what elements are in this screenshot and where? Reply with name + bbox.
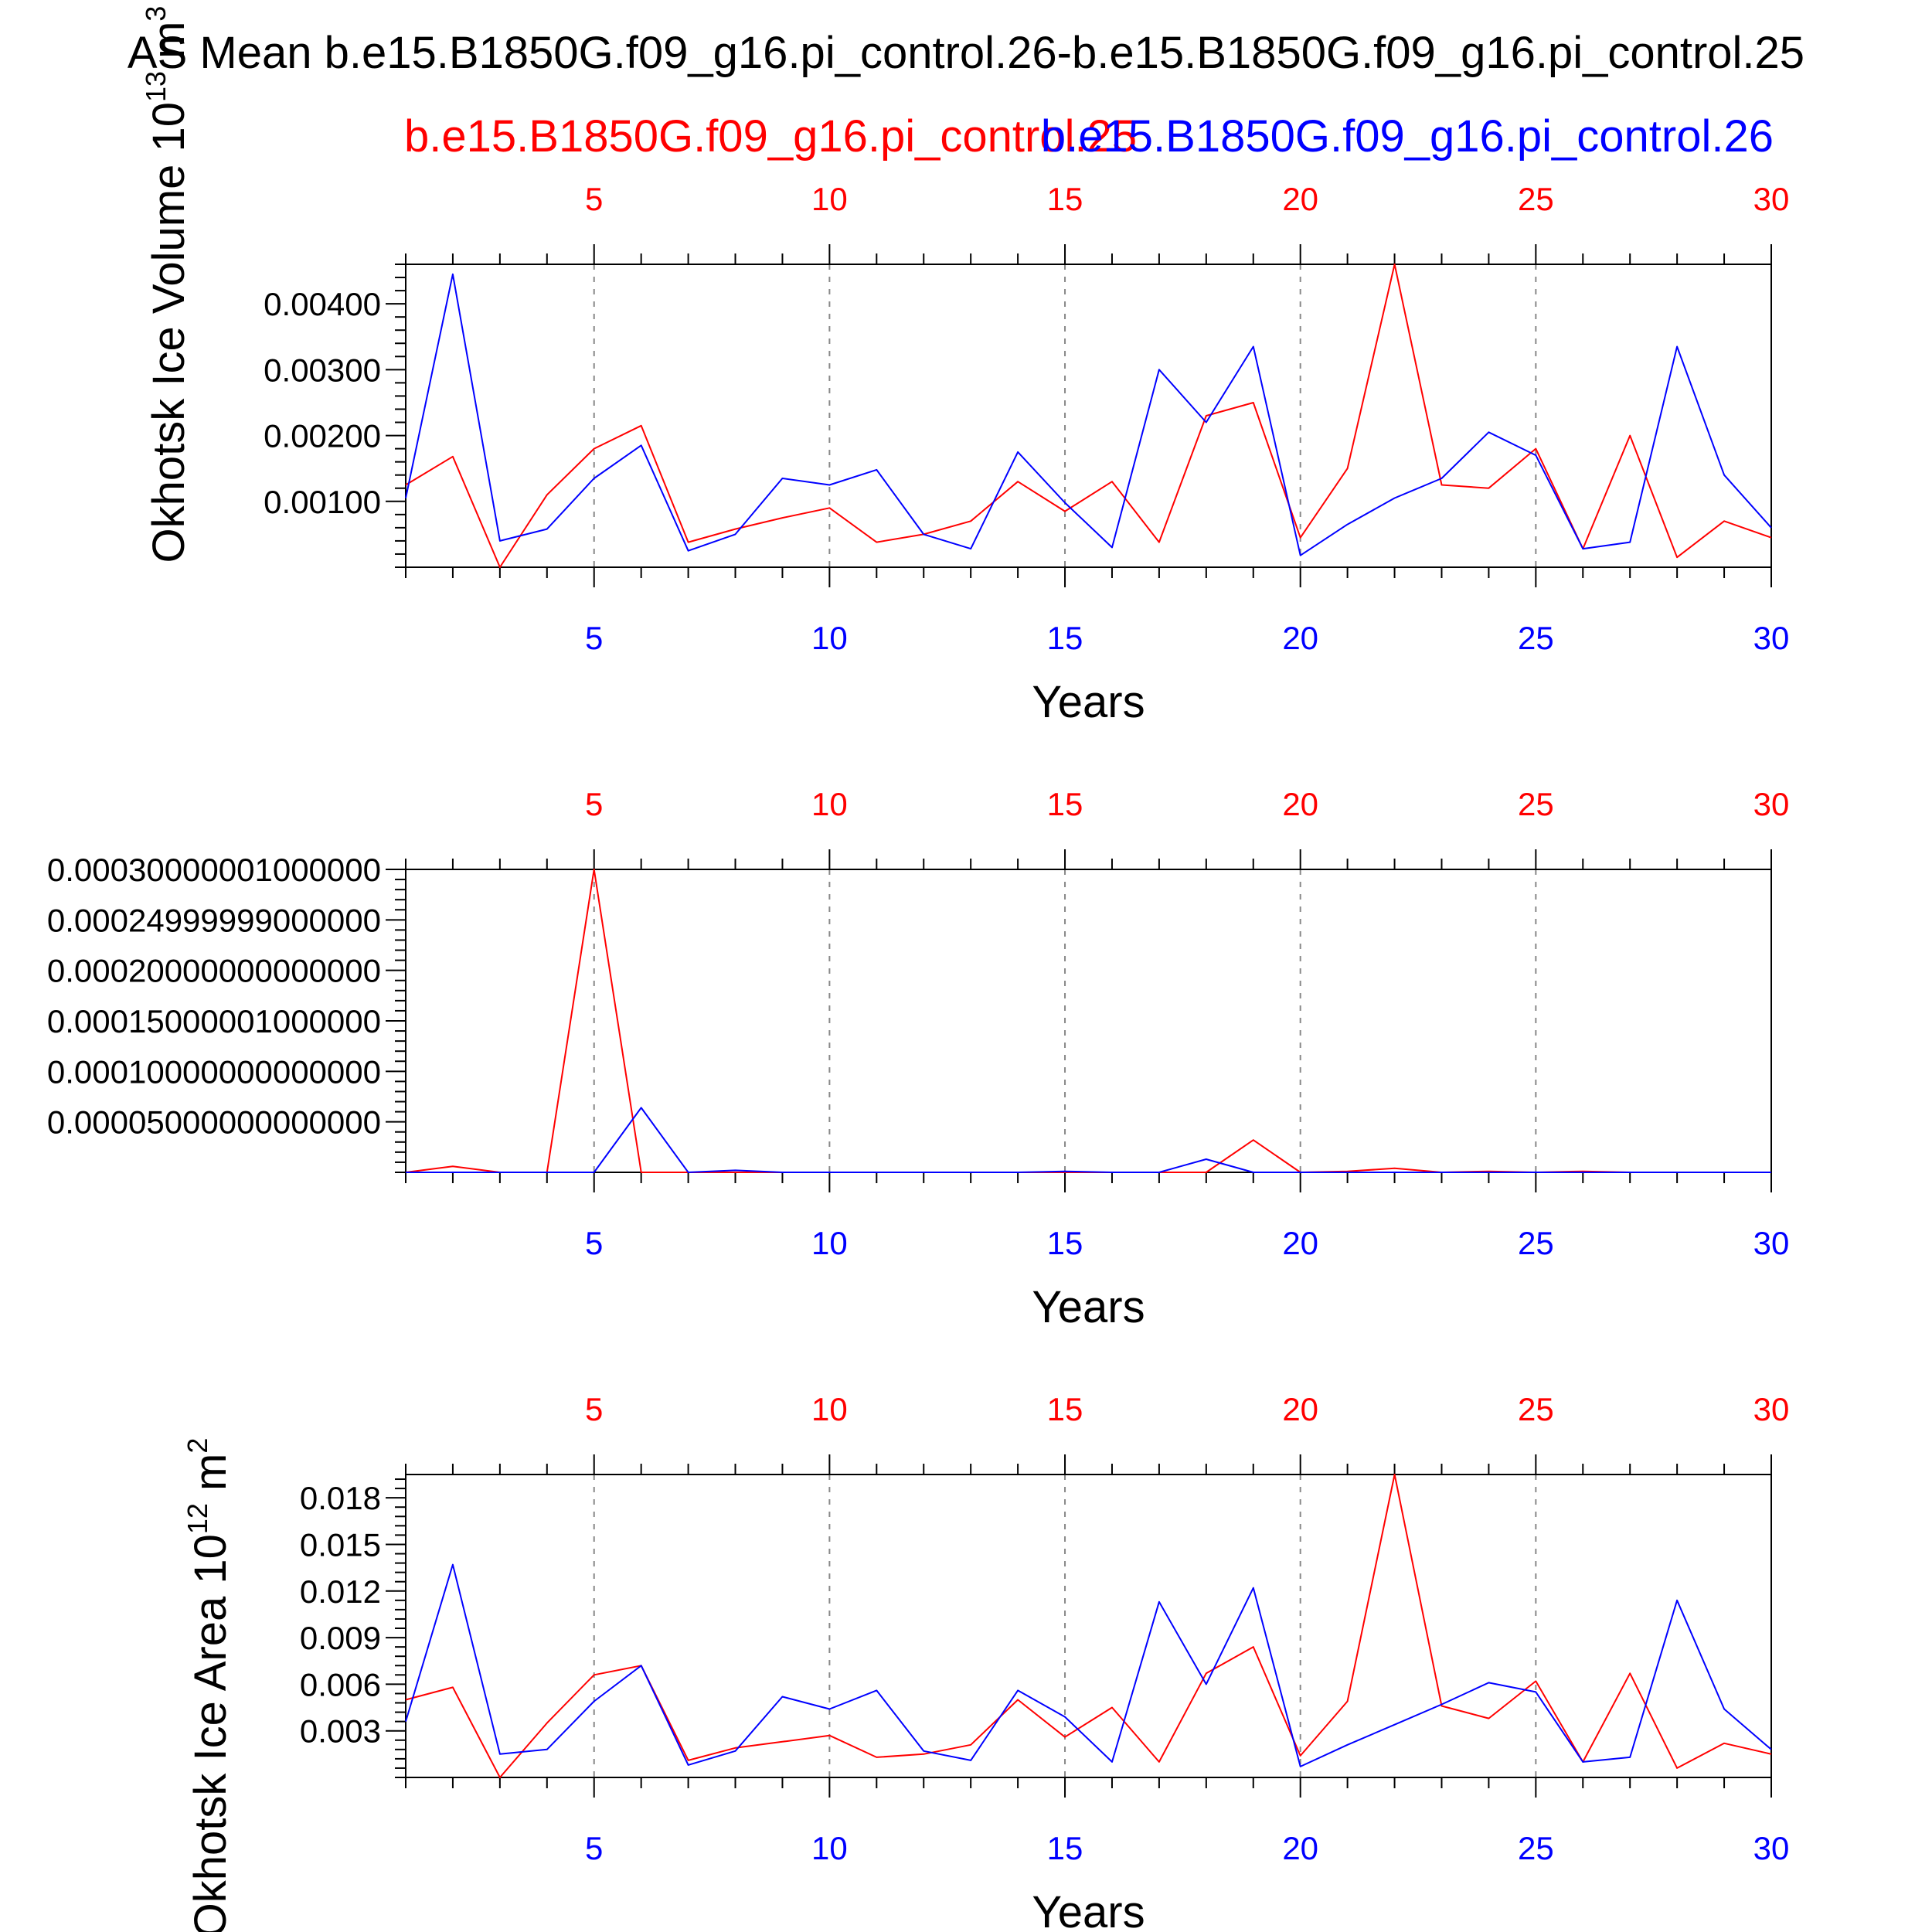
- series-line-25: [405, 1474, 1772, 1778]
- x-tick-label-top: 20: [1282, 786, 1318, 822]
- x-axis-label: Years: [1032, 677, 1145, 727]
- y-tick-label: 0.00300: [264, 352, 381, 388]
- x-tick-label-bottom: 25: [1518, 1225, 1554, 1261]
- x-tick-label-bottom: 5: [585, 620, 603, 656]
- y-tick-label: 0.015: [300, 1526, 381, 1563]
- y-tick-label: 0.00010000000000000: [47, 1053, 381, 1090]
- x-tick-label-top: 25: [1518, 1391, 1554, 1427]
- y-tick-label: 0.018: [300, 1480, 381, 1516]
- x-tick-label-top: 5: [585, 786, 603, 822]
- y-tick-label: 0.00200: [264, 418, 381, 454]
- panel-2: 5 5 10 10 15 15 20 20 25 25 30 30 0.0000500000000000…: [47, 786, 1789, 1332]
- x-tick-label-bottom: 15: [1047, 620, 1083, 656]
- x-tick-label-top: 15: [1047, 1391, 1083, 1427]
- x-tick-label-top: 20: [1282, 181, 1318, 217]
- x-tick-label-bottom: 10: [811, 1225, 848, 1261]
- plot-frame: [405, 264, 1772, 568]
- x-tick-label-bottom: 20: [1282, 620, 1318, 656]
- series-line-26: [405, 1563, 1772, 1767]
- series-line-26: [406, 1107, 1771, 1173]
- y-axis-label: Okhotsk Ice Area 1012 m2: [182, 1438, 236, 1932]
- y-tick-label: 0.00005000000000000: [47, 1104, 381, 1141]
- figure-title: AS Mean b.e15.B1850G.f09_g16.pi_control.…: [128, 28, 1804, 78]
- x-tick-label-bottom: 15: [1047, 1830, 1083, 1866]
- y-tick-label: 0.012: [300, 1573, 381, 1610]
- x-tick-label-top: 15: [1047, 181, 1083, 217]
- y-tick-label: 0.00020000000000000: [47, 953, 381, 989]
- series-line-25: [405, 869, 1771, 1173]
- x-axis-label: Years: [1032, 1282, 1145, 1332]
- y-tick-label: 0.00400: [264, 286, 381, 322]
- x-tick-label-bottom: 5: [585, 1225, 603, 1261]
- y-tick-label: 0.009: [300, 1620, 381, 1656]
- x-tick-label-bottom: 25: [1518, 1830, 1554, 1866]
- x-tick-label-bottom: 30: [1753, 1225, 1790, 1261]
- series-line-26: [405, 273, 1772, 556]
- plot-frame: [405, 1474, 1772, 1778]
- x-tick-label-top: 25: [1518, 786, 1554, 822]
- panels: 5 5 10 10 15 15 20 20 25 25 30 30 0.00100 0.00200 0.00…: [47, 6, 1789, 1932]
- x-tick-label-top: 10: [811, 786, 848, 822]
- y-tick-label: 0.00024999999000000: [47, 902, 381, 938]
- x-tick-label-bottom: 10: [811, 620, 848, 656]
- x-tick-label-bottom: 25: [1518, 620, 1554, 656]
- legend-red-label: b.e15.B1850G.f09_g16.pi_control.25: [404, 111, 1137, 162]
- x-tick-label-top: 10: [811, 181, 848, 217]
- y-tick-label: 0.006: [300, 1666, 381, 1702]
- x-tick-label-top: 30: [1753, 181, 1790, 217]
- x-tick-label-top: 5: [585, 181, 603, 217]
- plot-frame: [405, 869, 1772, 1173]
- panel-1: 5 5 10 10 15 15 20 20 25 25 30 30 0.00100 0.00200 0.00…: [140, 6, 1789, 727]
- x-axis-label: Years: [1032, 1887, 1145, 1932]
- y-tick-label: 0.00100: [264, 484, 381, 520]
- y-tick-label: 0.00015000001000000: [47, 1003, 381, 1039]
- y-axis-label: Okhotsk Ice Volume 1013 m3: [140, 6, 194, 563]
- x-tick-label-bottom: 10: [811, 1830, 848, 1866]
- x-tick-label-bottom: 20: [1282, 1830, 1318, 1866]
- y-tick-label: 0.003: [300, 1713, 381, 1750]
- x-tick-label-top: 25: [1518, 181, 1554, 217]
- x-tick-label-top: 5: [585, 1391, 603, 1427]
- x-tick-label-bottom: 20: [1282, 1225, 1318, 1261]
- series-line-25: [405, 264, 1772, 568]
- panel-3: 5 5 10 10 15 15 20 20 25 25 30 30 0.003 0.006 0.009 0.0…: [182, 1391, 1789, 1932]
- x-tick-label-top: 30: [1753, 786, 1790, 822]
- x-tick-label-top: 15: [1047, 786, 1083, 822]
- x-tick-label-top: 30: [1753, 1391, 1790, 1427]
- legend-blue-label: b.e15.B1850G.f09_g16.pi_control.26: [1041, 111, 1774, 162]
- x-tick-label-bottom: 30: [1753, 1830, 1790, 1866]
- x-tick-label-bottom: 5: [585, 1830, 603, 1866]
- x-tick-label-top: 10: [811, 1391, 848, 1427]
- x-tick-label-bottom: 30: [1753, 620, 1790, 656]
- x-tick-label-bottom: 15: [1047, 1225, 1083, 1261]
- y-tick-label: 0.00030000001000000: [47, 852, 381, 888]
- x-tick-label-top: 20: [1282, 1391, 1318, 1427]
